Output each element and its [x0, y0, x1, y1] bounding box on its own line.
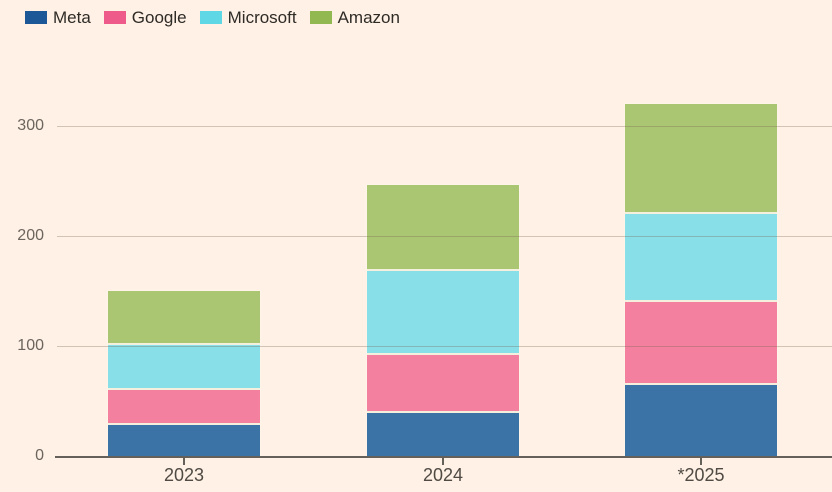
x-axis-label-2023: 2023 — [163, 465, 205, 485]
bar-segment-amazon — [625, 104, 777, 214]
bar-segment-meta — [367, 413, 519, 456]
bar-segment-meta — [108, 425, 260, 456]
x-axis-tick-2025 — [700, 458, 702, 465]
gridline-200 — [57, 236, 832, 237]
legend-label-google: Google — [131, 8, 187, 27]
bar-segment-microsoft — [108, 344, 260, 390]
legend-label-meta: Meta — [53, 8, 91, 27]
bar-segment-google — [367, 354, 519, 414]
google-color-swatch — [103, 11, 126, 24]
amazon-color-swatch — [309, 11, 332, 24]
bar-2024 — [366, 184, 520, 457]
meta-color-swatch — [25, 11, 47, 24]
bar-segment-amazon — [367, 185, 519, 272]
gridline-100 — [57, 346, 832, 347]
legend-item-google: Google — [103, 8, 187, 27]
microsoft-color-swatch — [199, 11, 222, 24]
legend-label-microsoft: Microsoft — [227, 8, 297, 27]
bar-2023 — [107, 290, 261, 457]
x-axis-label-2025: *2025 — [677, 465, 725, 485]
chart-legend: Meta Google Microsoft Amazon — [25, 9, 400, 26]
bar-segment-google — [625, 302, 777, 385]
x-axis-line — [55, 456, 832, 458]
x-axis-tick-2024 — [442, 458, 444, 465]
x-axis-label-2024: 2024 — [422, 465, 464, 485]
y-axis-label-200: 200 — [17, 227, 44, 244]
y-axis-label-0: 0 — [35, 447, 44, 464]
legend-item-amazon: Amazon — [309, 8, 400, 27]
bar-2025 — [624, 103, 778, 457]
bar-segment-google — [108, 389, 260, 426]
legend-item-meta: Meta — [25, 9, 91, 26]
gridline-300 — [57, 126, 832, 127]
x-axis-tick-2023 — [183, 458, 185, 465]
legend-label-amazon: Amazon — [337, 8, 400, 27]
y-axis-label-100: 100 — [17, 337, 44, 354]
legend-item-microsoft: Microsoft — [199, 8, 297, 27]
bar-segment-microsoft — [367, 271, 519, 355]
bar-segment-amazon — [108, 291, 260, 345]
bar-segment-microsoft — [625, 214, 777, 302]
bar-segment-meta — [625, 384, 777, 456]
y-axis-label-300: 300 — [17, 117, 44, 134]
